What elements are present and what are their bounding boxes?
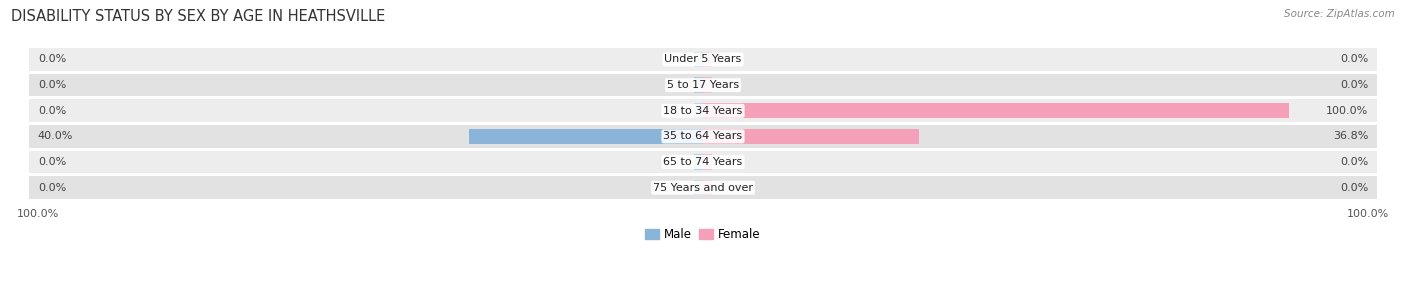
Text: 75 Years and over: 75 Years and over bbox=[652, 183, 754, 193]
Text: 0.0%: 0.0% bbox=[38, 157, 66, 167]
Text: 35 to 64 Years: 35 to 64 Years bbox=[664, 131, 742, 141]
Bar bbox=[703, 129, 918, 144]
Bar bbox=[30, 125, 1376, 148]
Text: 5 to 17 Years: 5 to 17 Years bbox=[666, 80, 740, 90]
Bar bbox=[703, 52, 711, 67]
Text: 0.0%: 0.0% bbox=[38, 106, 66, 116]
Text: 0.0%: 0.0% bbox=[38, 80, 66, 90]
Text: 0.0%: 0.0% bbox=[38, 54, 66, 64]
Text: 0.0%: 0.0% bbox=[1340, 183, 1368, 193]
Text: 65 to 74 Years: 65 to 74 Years bbox=[664, 157, 742, 167]
Text: 0.0%: 0.0% bbox=[38, 183, 66, 193]
Bar bbox=[30, 151, 1376, 173]
Text: Under 5 Years: Under 5 Years bbox=[665, 54, 741, 64]
Text: Source: ZipAtlas.com: Source: ZipAtlas.com bbox=[1284, 9, 1395, 19]
Bar bbox=[468, 129, 703, 144]
Bar bbox=[695, 78, 703, 93]
Text: 0.0%: 0.0% bbox=[1340, 54, 1368, 64]
Bar bbox=[695, 52, 703, 67]
Text: 18 to 34 Years: 18 to 34 Years bbox=[664, 106, 742, 116]
Bar bbox=[703, 103, 1289, 119]
Bar bbox=[30, 176, 1376, 199]
Bar bbox=[30, 74, 1376, 96]
Bar bbox=[30, 48, 1376, 71]
Text: 100.0%: 100.0% bbox=[1326, 106, 1368, 116]
Text: 0.0%: 0.0% bbox=[1340, 80, 1368, 90]
Bar bbox=[703, 180, 711, 195]
Text: 40.0%: 40.0% bbox=[38, 131, 73, 141]
Bar bbox=[703, 78, 711, 93]
Text: 36.8%: 36.8% bbox=[1333, 131, 1368, 141]
Bar bbox=[695, 103, 703, 119]
Text: DISABILITY STATUS BY SEX BY AGE IN HEATHSVILLE: DISABILITY STATUS BY SEX BY AGE IN HEATH… bbox=[11, 9, 385, 24]
Bar bbox=[30, 99, 1376, 122]
Legend: Male, Female: Male, Female bbox=[641, 223, 765, 246]
Bar bbox=[703, 154, 711, 170]
Bar bbox=[695, 180, 703, 195]
Text: 0.0%: 0.0% bbox=[1340, 157, 1368, 167]
Bar bbox=[695, 154, 703, 170]
